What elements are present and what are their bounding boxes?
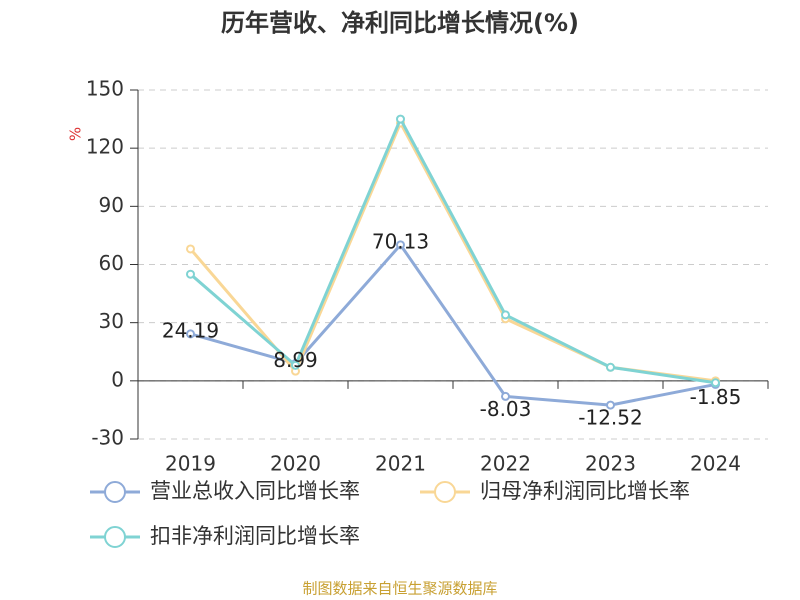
point	[186, 269, 195, 279]
y-axis-label: %	[67, 127, 85, 141]
series-line	[190, 242, 716, 407]
y-tick-label: 60	[99, 251, 124, 275]
y-tick-label: 150	[86, 77, 124, 101]
y-tick-label: -30	[91, 426, 124, 450]
point	[186, 329, 195, 339]
x-tick-label: 2022	[480, 452, 531, 476]
point	[186, 244, 195, 254]
x-tick-label: 2024	[690, 452, 741, 476]
value-label: -1.85	[690, 385, 742, 409]
legend-marker	[104, 526, 126, 548]
legend-label: 归母净利润同比增长率	[480, 479, 690, 503]
footer: 制图数据来自恒生聚源数据库	[302, 580, 497, 598]
value-label: 70.13	[372, 229, 429, 253]
point	[501, 391, 510, 401]
y-tick-label: 90	[99, 193, 124, 217]
y-tick-label: 30	[99, 309, 124, 333]
legend-marker	[434, 481, 456, 503]
legend-marker	[104, 481, 126, 503]
value-label: 24.19	[162, 318, 219, 342]
point	[396, 240, 405, 250]
legend-label: 扣非净利润同比增长率	[150, 524, 360, 548]
value-label: -12.52	[578, 406, 642, 430]
value-label: 8.99	[273, 348, 318, 372]
point	[291, 360, 300, 370]
value-label: -8.03	[480, 397, 532, 421]
legend-label: 营业总收入同比增长率	[150, 479, 360, 503]
x-tick-label: 2020	[270, 452, 321, 476]
y-tick-label: 120	[86, 135, 124, 159]
y-tick-label: 0	[111, 367, 124, 391]
x-tick-label: 2021	[375, 452, 426, 476]
point	[396, 114, 405, 124]
point	[501, 310, 510, 320]
x-tick-label: 2023	[585, 452, 636, 476]
point	[606, 400, 615, 410]
chart-title: 历年营收、净利同比增长情况(%)	[221, 9, 579, 37]
series-line	[189, 115, 716, 385]
point	[606, 362, 615, 372]
x-tick-label: 2019	[165, 452, 216, 476]
point	[711, 378, 720, 388]
